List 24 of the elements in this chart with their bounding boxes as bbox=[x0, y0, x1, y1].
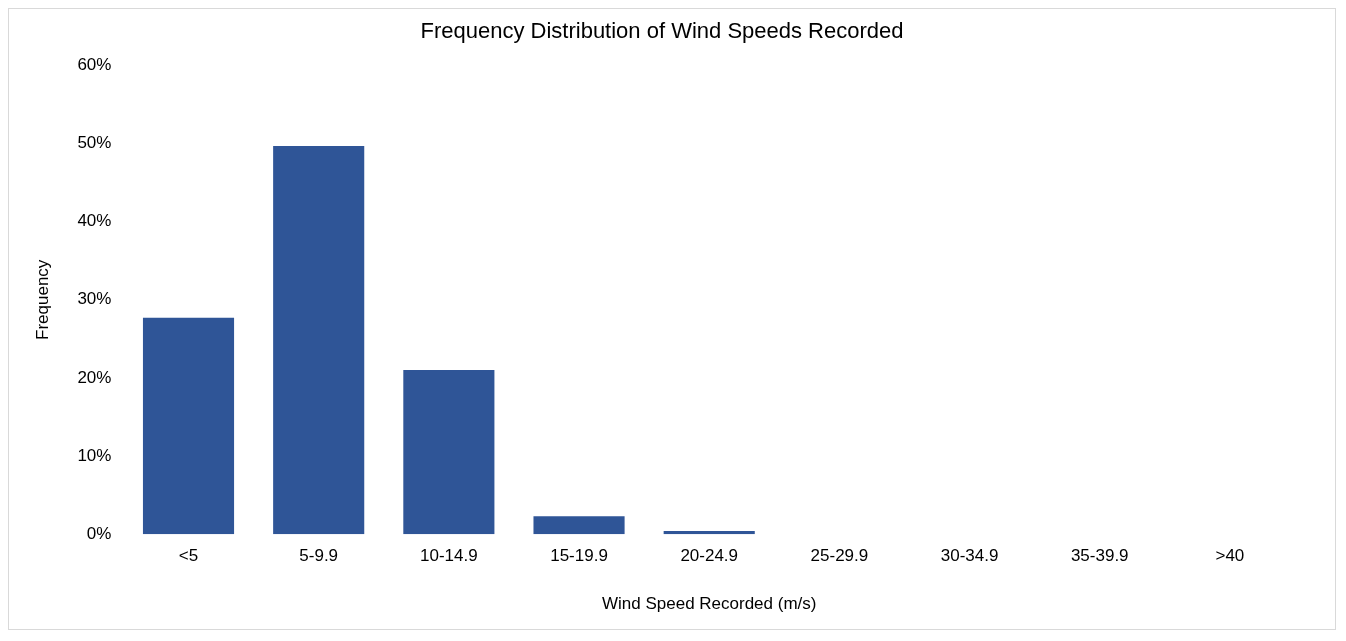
x-tick-label: 30-34.9 bbox=[940, 546, 999, 566]
y-tick-label: 40% bbox=[77, 211, 112, 231]
y-axis-title: Frequency bbox=[32, 259, 52, 340]
x-tick-label: 10-14.9 bbox=[420, 546, 478, 566]
bar bbox=[273, 145, 365, 535]
y-tick-label: 50% bbox=[77, 133, 112, 153]
x-tick-label: 20-24.9 bbox=[680, 546, 739, 566]
x-tick-label: <5 bbox=[178, 546, 199, 566]
x-tick-label: 5-9.9 bbox=[299, 546, 339, 566]
x-axis-title: Wind Speed Recorded (m/s) bbox=[601, 594, 817, 614]
bar bbox=[533, 516, 625, 535]
x-tick-label: 15-19.9 bbox=[550, 546, 608, 566]
y-tick-label: 30% bbox=[77, 289, 112, 309]
bar bbox=[663, 531, 755, 535]
x-tick-label: 35-39.9 bbox=[1070, 546, 1129, 566]
y-tick-label: 10% bbox=[77, 445, 112, 465]
bar bbox=[142, 317, 235, 535]
y-tick-label: 0% bbox=[86, 523, 112, 543]
y-tick-label: 60% bbox=[77, 55, 112, 75]
y-tick-label: 20% bbox=[77, 367, 112, 387]
bar bbox=[403, 370, 495, 535]
x-tick-label: 25-29.9 bbox=[810, 546, 869, 566]
x-tick-label: >40 bbox=[1215, 546, 1245, 566]
chart-title: Frequency Distribution of Wind Speeds Recorded bbox=[420, 18, 904, 44]
